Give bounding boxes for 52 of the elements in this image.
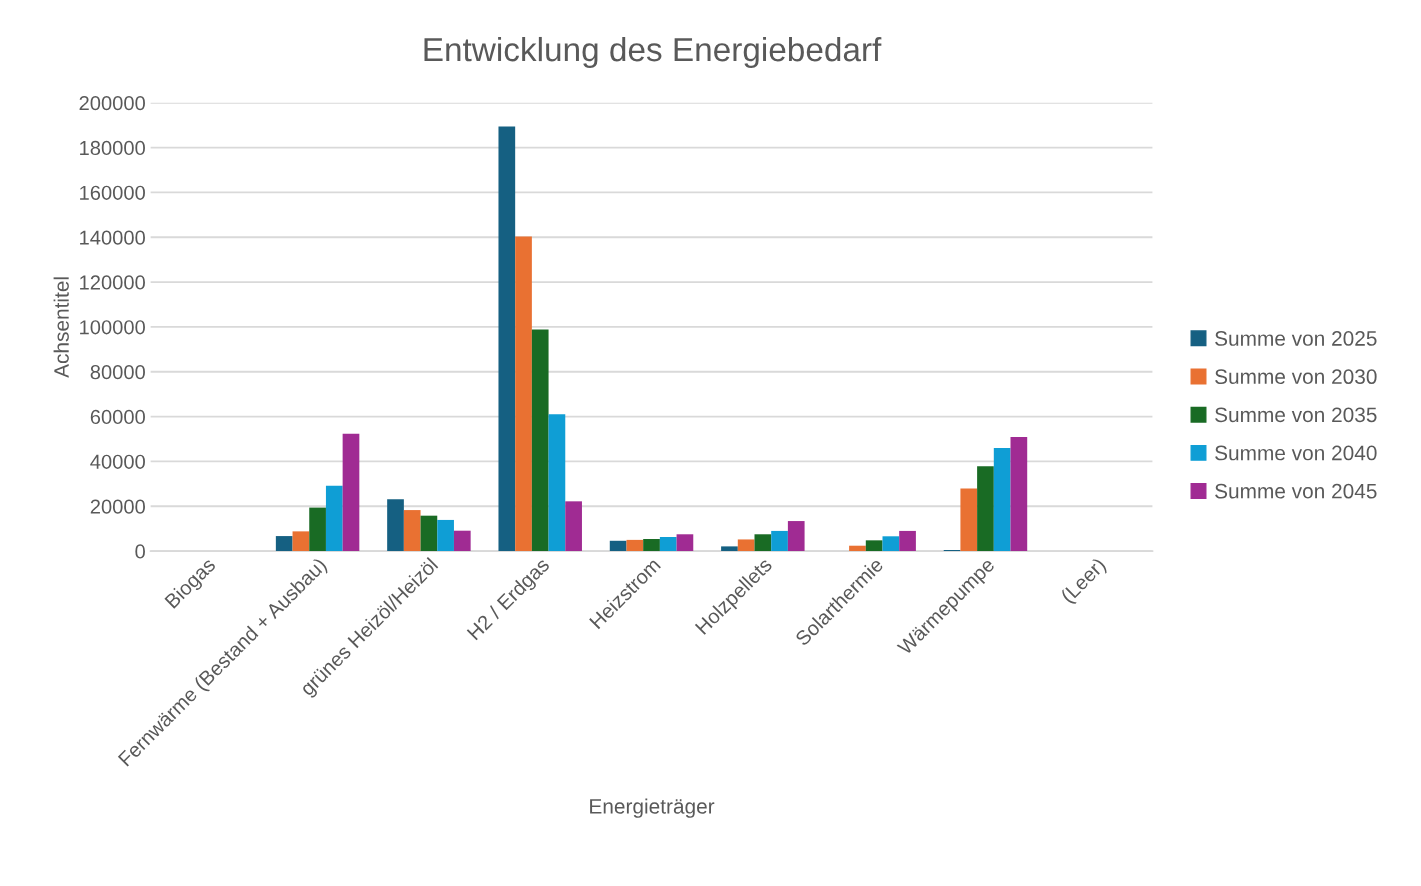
bar [659, 536, 677, 552]
bar [387, 499, 404, 552]
bar [515, 236, 532, 552]
chart-title: Entwicklung des Energiebedarf [424, 36, 882, 69]
bar [609, 540, 627, 552]
bar [548, 414, 566, 552]
bar [721, 546, 738, 552]
bar [643, 538, 660, 552]
bar [565, 501, 582, 552]
bar [849, 545, 866, 552]
bar [325, 485, 343, 552]
y-axis-title: Achsentitel [53, 277, 69, 378]
y-tick-label: 100000 [80, 320, 145, 335]
bar [771, 530, 788, 552]
bar [1010, 437, 1028, 552]
bar [420, 515, 438, 552]
legend-label: Summe von 2035 [1215, 407, 1377, 423]
bar [787, 521, 805, 552]
y-tick-label: 180000 [80, 140, 145, 156]
bar [626, 539, 644, 552]
legend-label: Summe von 2030 [1215, 369, 1377, 385]
bar [960, 488, 978, 552]
bar [531, 329, 549, 552]
bar [993, 447, 1011, 552]
y-tick-label: 80000 [90, 365, 145, 380]
y-tick-label: 40000 [90, 454, 145, 469]
y-tick-label: 160000 [80, 185, 145, 200]
legend-label: Summe von 2025 [1215, 331, 1377, 346]
legend-label: Summe von 2040 [1215, 445, 1377, 461]
bar [737, 539, 755, 552]
y-tick-label: 140000 [80, 230, 145, 245]
y-tick-label: 20000 [90, 499, 145, 514]
y-tick-label: 120000 [80, 275, 145, 290]
legend-label: Summe von 2045 [1215, 483, 1377, 499]
bar [882, 536, 900, 552]
bar [498, 126, 516, 552]
bar [676, 534, 694, 552]
bar [437, 519, 454, 552]
y-tick-label: 60000 [90, 409, 145, 425]
bar [292, 531, 310, 552]
bar [977, 466, 994, 552]
bar [754, 534, 772, 552]
y-tick-label: 200000 [79, 96, 145, 111]
bar [309, 507, 326, 552]
bar [275, 536, 293, 552]
bar [899, 530, 916, 552]
bar [342, 433, 360, 552]
bar [865, 540, 883, 552]
y-tick-label: 0 [135, 544, 145, 559]
x-axis-title: Energieträger [590, 798, 715, 818]
bar [453, 530, 471, 552]
bar [403, 510, 421, 552]
